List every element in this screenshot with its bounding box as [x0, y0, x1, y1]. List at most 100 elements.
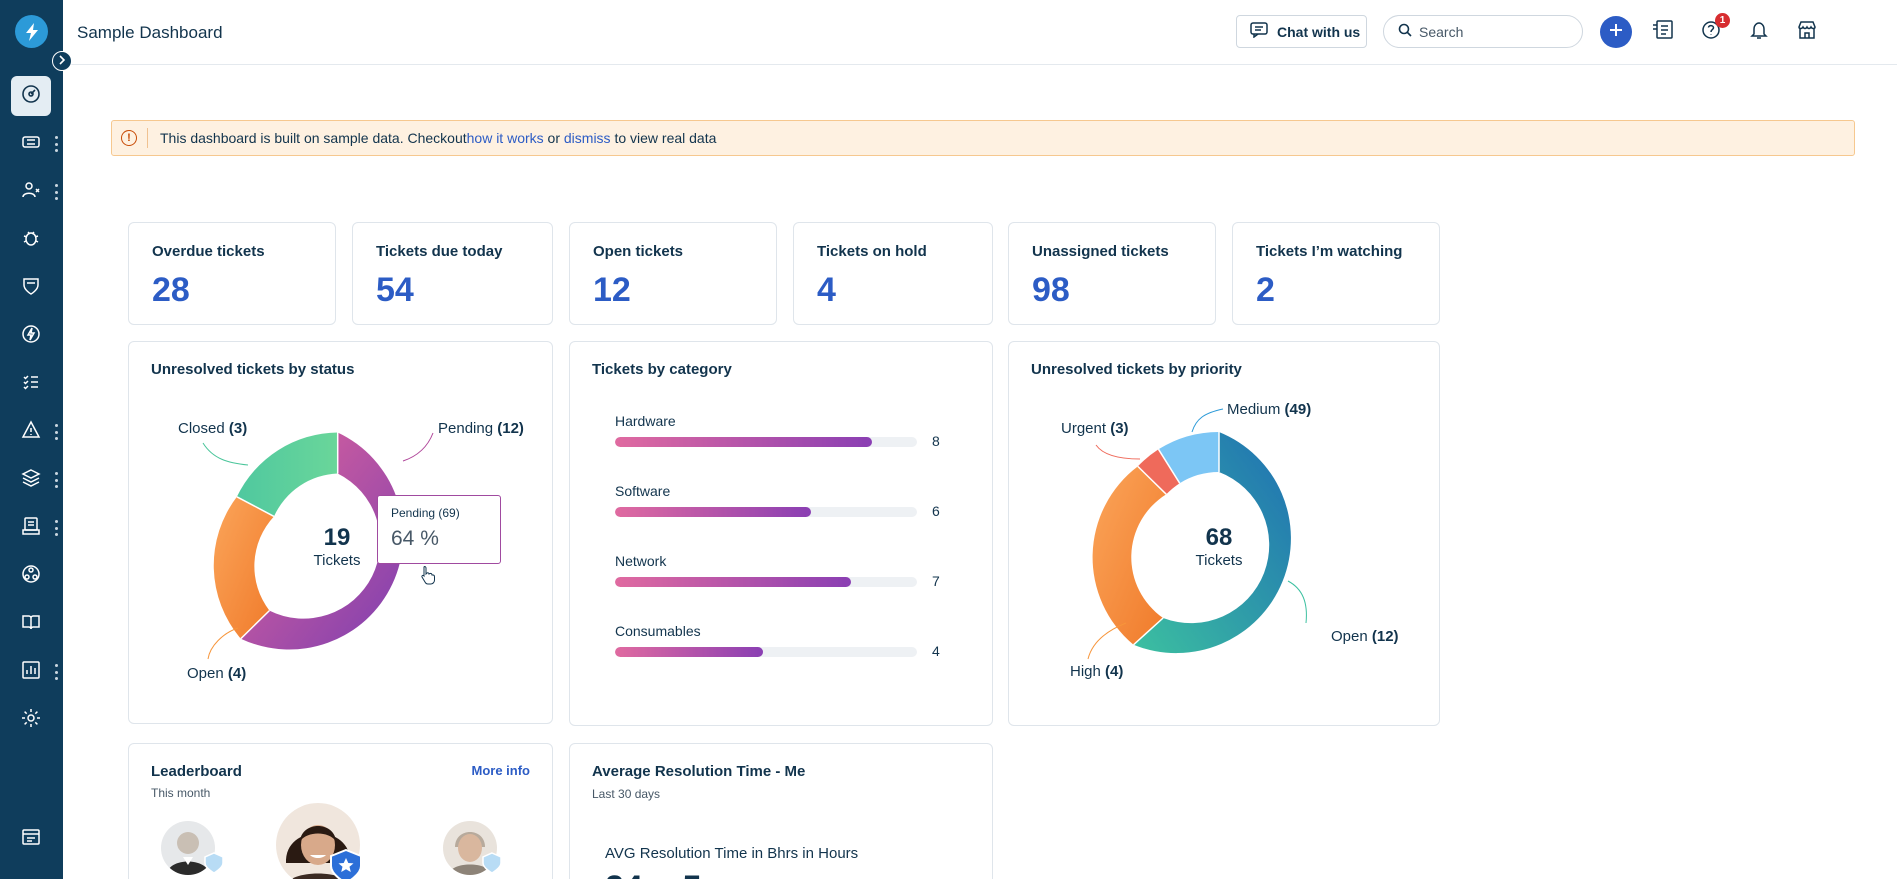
tasks-icon [21, 372, 41, 397]
stat-label: Tickets due today [376, 243, 503, 260]
marketplace-button[interactable] [1791, 16, 1823, 48]
bar-value: 4 [932, 643, 940, 659]
stat-value: 12 [593, 271, 631, 309]
bell-icon [1749, 20, 1769, 45]
donut-slice-high[interactable] [1092, 466, 1167, 645]
sidebar-item-problems[interactable] [11, 220, 51, 260]
bar-row-consumables[interactable]: Consumables 4 [615, 623, 945, 659]
sidebar-item-reports[interactable] [11, 652, 51, 692]
label-high: High (4) [1070, 663, 1124, 680]
stat-card-on-hold[interactable]: Tickets on hold 4 [793, 222, 993, 325]
more-info-link[interactable]: More info [471, 763, 531, 778]
bar-label: Network [615, 553, 667, 569]
bar-row-hardware[interactable]: Hardware 8 [615, 413, 945, 449]
chat-with-us-button[interactable]: Chat with us [1236, 15, 1367, 48]
book-icon [21, 612, 41, 637]
search-input[interactable]: Search [1383, 15, 1583, 48]
sidebar-reports-menu[interactable] [53, 664, 59, 680]
sidebar [0, 0, 63, 879]
bronze-badge-icon [482, 852, 502, 879]
sidebar-item-assets[interactable] [11, 460, 51, 500]
donut-slice-medium[interactable] [1158, 431, 1220, 484]
bar-row-software[interactable]: Software 6 [615, 483, 945, 519]
label-closed: Closed (3) [178, 420, 248, 437]
metric-value: 24m 5s [605, 869, 720, 879]
sidebar-item-contacts[interactable] [11, 172, 51, 212]
sidebar-assets-menu[interactable] [53, 472, 59, 488]
chat-icon [1250, 22, 1268, 41]
widget-title: Tickets by category [592, 361, 732, 378]
sidebar-item-changes[interactable] [11, 268, 51, 308]
shield-icon [21, 276, 41, 301]
canned-responses-button[interactable] [1647, 16, 1679, 48]
sidebar-item-dashboard[interactable] [11, 76, 51, 116]
banner-text-before: This dashboard is built on sample data. … [160, 130, 467, 146]
donut-slice-pending[interactable] [240, 432, 404, 650]
bar-fill [615, 437, 872, 447]
contacts-icon [21, 180, 41, 205]
app-logo-icon[interactable] [15, 15, 48, 48]
search-placeholder: Search [1419, 23, 1464, 40]
center-value: 19 [323, 524, 351, 551]
tooltip-value: 64 % [391, 527, 439, 550]
metric-label: AVG Resolution Time in Bhrs in Hours [605, 845, 859, 862]
chat-label: Chat with us [1277, 23, 1361, 40]
leaderboard-widget: Leaderboard This month More info [128, 743, 553, 879]
bar-label: Hardware [615, 413, 676, 429]
notifications-button[interactable] [1743, 16, 1775, 48]
bar-label: Consumables [615, 623, 701, 639]
sidebar-item-alerts[interactable] [11, 412, 51, 452]
sample-data-banner: ! This dashboard is built on sample data… [111, 120, 1855, 156]
sidebar-item-apps[interactable] [11, 819, 51, 859]
sidebar-item-solutions[interactable] [11, 604, 51, 644]
tooltip-title: Pending (69) [391, 506, 460, 520]
sidebar-inbox-menu[interactable] [53, 520, 59, 536]
sidebar-expand-button[interactable] [52, 51, 72, 71]
center-value: 68 [1205, 524, 1233, 551]
sidebar-item-network[interactable] [11, 556, 51, 596]
bar-value: 6 [932, 503, 940, 519]
stat-label: Unassigned tickets [1032, 243, 1169, 260]
bar-label: Software [615, 483, 671, 499]
sidebar-contacts-menu[interactable] [53, 184, 59, 200]
bar-row-network[interactable]: Network 7 [615, 553, 945, 589]
stat-card-overdue[interactable]: Overdue tickets 28 [128, 222, 336, 325]
donut-slice-open[interactable] [213, 496, 274, 639]
sidebar-item-inbox[interactable] [11, 508, 51, 548]
layers-icon [21, 468, 41, 493]
stat-label: Tickets on hold [817, 243, 927, 260]
help-icon [1701, 20, 1721, 45]
sidebar-alerts-menu[interactable] [53, 424, 59, 440]
sidebar-tickets-menu[interactable] [53, 136, 59, 152]
status-donut-chart [202, 432, 434, 660]
stat-card-due-today[interactable]: Tickets due today 54 [352, 222, 553, 325]
info-warning-icon: ! [121, 130, 137, 146]
document-list-icon [1652, 19, 1674, 45]
dismiss-link[interactable]: dismiss [563, 130, 611, 146]
help-button[interactable] [1695, 16, 1727, 48]
center-label: Tickets [313, 552, 361, 569]
chevron-right-icon [58, 52, 66, 70]
donut-slice-closed[interactable] [236, 432, 338, 517]
widget-subtitle: Last 30 days [592, 787, 661, 801]
donut-slice-open[interactable] [1133, 432, 1291, 654]
add-new-button[interactable] [1600, 16, 1632, 48]
sidebar-item-releases[interactable] [11, 316, 51, 356]
mouse-cursor-icon [421, 566, 435, 585]
tickets-icon [21, 132, 41, 157]
donut-slice-urgent[interactable] [1137, 449, 1180, 495]
leaderboard-avatar-third[interactable] [443, 821, 497, 875]
how-it-works-link[interactable]: how it works [466, 130, 544, 146]
stat-card-watching[interactable]: Tickets I’m watching 2 [1232, 222, 1440, 325]
stat-card-unassigned[interactable]: Unassigned tickets 98 [1008, 222, 1216, 325]
sidebar-item-tasks[interactable] [11, 364, 51, 404]
stat-card-open[interactable]: Open tickets 12 [569, 222, 777, 325]
bar-value: 8 [932, 433, 940, 449]
stat-value: 2 [1256, 271, 1275, 309]
alert-icon [21, 419, 41, 445]
bar-fill [615, 647, 763, 657]
sidebar-item-tickets[interactable] [11, 124, 51, 164]
label-pending: Pending (12) [438, 420, 524, 437]
bar-value: 7 [932, 573, 940, 589]
sidebar-item-admin[interactable] [11, 700, 51, 740]
